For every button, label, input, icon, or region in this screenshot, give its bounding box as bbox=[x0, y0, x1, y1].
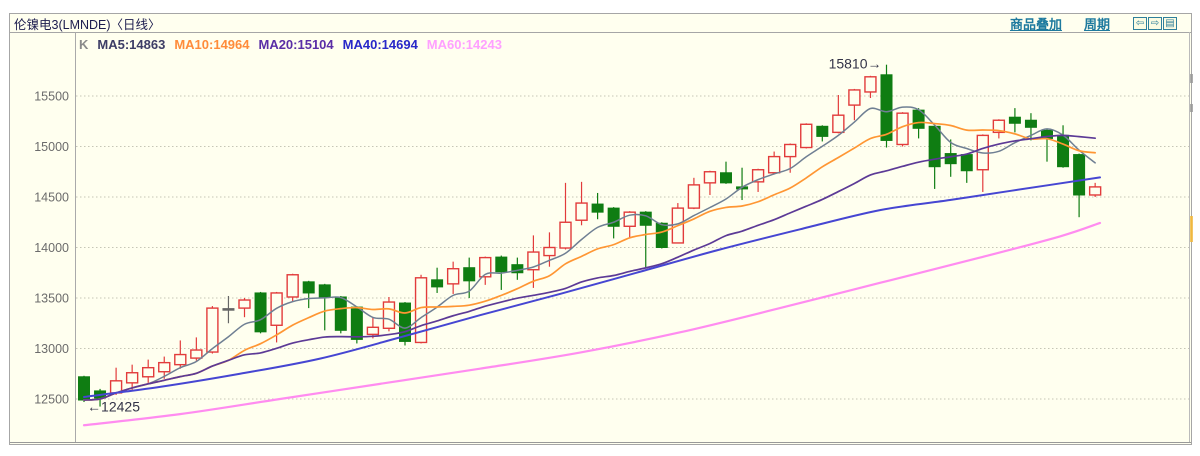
candle-body bbox=[446, 268, 460, 285]
ma-lines-layer bbox=[82, 106, 1102, 427]
legend-k: K bbox=[79, 37, 89, 52]
legend-ma5: MA5:14863 bbox=[97, 37, 166, 52]
candle-body bbox=[366, 326, 380, 336]
candle-body bbox=[816, 125, 829, 137]
candle-body bbox=[1088, 186, 1102, 196]
candle-body bbox=[238, 299, 251, 309]
chart-title: 伦镍电3(LMNDE)〈日线〉 bbox=[14, 17, 161, 32]
price-annotation: ←12425 bbox=[87, 399, 140, 415]
legend-ma10: MA10:14964 bbox=[174, 37, 250, 52]
price-annotation: 15810→ bbox=[829, 56, 882, 72]
ma-line-ma20 bbox=[83, 134, 1096, 401]
ma-line-ma10 bbox=[83, 121, 1096, 401]
candle-body bbox=[864, 76, 877, 93]
y-axis-labels: 15500 15000 14500 14000 13500 13000 12500 bbox=[34, 90, 69, 407]
candle-body bbox=[832, 114, 845, 134]
candle-body bbox=[125, 372, 139, 384]
plot-frame bbox=[10, 32, 1193, 443]
titlebar-toolbar: 商品叠加 周期 ⇦ ⇨ ▤ bbox=[1010, 14, 1177, 33]
candle-body bbox=[479, 256, 492, 278]
chart-window: 伦镍电3(LMNDE)〈日线〉 商品叠加 周期 ⇦ ⇨ ▤ bbox=[9, 13, 1192, 445]
candle-body bbox=[687, 184, 701, 209]
candle-body bbox=[784, 143, 797, 158]
candle-body bbox=[992, 119, 1006, 134]
candle-body bbox=[800, 123, 813, 149]
candle-body bbox=[1057, 134, 1070, 168]
candle-body bbox=[302, 281, 315, 294]
candle-body bbox=[623, 211, 636, 227]
ma-line-ma5 bbox=[83, 106, 1096, 401]
svg-text:13500: 13500 bbox=[34, 292, 69, 306]
candle-body bbox=[767, 155, 781, 174]
ma-line-ma60 bbox=[82, 221, 1102, 427]
commodity-overlay-link[interactable]: 商品叠加 bbox=[1009, 16, 1062, 32]
scale-marker bbox=[1190, 216, 1193, 242]
candle-body bbox=[880, 74, 893, 141]
candle-body bbox=[286, 274, 299, 298]
candle-body bbox=[591, 203, 604, 213]
candle-body bbox=[206, 307, 219, 353]
period-link[interactable]: 周期 bbox=[1083, 16, 1110, 32]
candle-body bbox=[703, 171, 717, 184]
candle-body bbox=[607, 207, 620, 227]
candle-body bbox=[575, 202, 588, 221]
candle-body bbox=[848, 89, 861, 106]
candles-layer bbox=[78, 64, 1102, 407]
svg-text:13000: 13000 bbox=[34, 342, 69, 356]
layout-icon[interactable]: ▤ bbox=[1163, 16, 1177, 30]
candle-body bbox=[639, 211, 652, 226]
candle-body bbox=[1024, 119, 1037, 128]
candle-body bbox=[1008, 116, 1021, 124]
candle-body bbox=[928, 125, 941, 168]
scroll-left-icon[interactable]: ⇦ bbox=[1133, 16, 1147, 30]
candle-body bbox=[960, 154, 973, 172]
legend-ma40: MA40:14694 bbox=[342, 37, 418, 52]
candle-body bbox=[174, 353, 187, 366]
candle-body bbox=[944, 153, 957, 165]
candle-body bbox=[382, 301, 396, 330]
candle-body bbox=[158, 361, 171, 373]
svg-text:14000: 14000 bbox=[34, 241, 69, 255]
scale-marker bbox=[1190, 74, 1193, 83]
ma-legend: K MA5:14863 MA10:14964 MA20:15104 MA40:14694… bbox=[79, 37, 511, 52]
scroll-right-icon[interactable]: ⇨ bbox=[1148, 16, 1162, 30]
legend-ma20: MA20:15104 bbox=[258, 37, 334, 52]
candle-body bbox=[543, 246, 556, 257]
candle-body bbox=[1073, 154, 1086, 196]
candle-body bbox=[318, 284, 331, 298]
candle-body bbox=[254, 292, 267, 333]
svg-text:14500: 14500 bbox=[34, 191, 69, 205]
candle-body bbox=[559, 221, 572, 249]
candle-body bbox=[222, 308, 235, 311]
gridlines bbox=[76, 95, 1189, 400]
scale-marker bbox=[1190, 104, 1193, 112]
candle-body bbox=[655, 222, 668, 248]
svg-text:15000: 15000 bbox=[34, 140, 69, 154]
candle-body bbox=[141, 366, 155, 378]
candle-body bbox=[399, 302, 411, 342]
candle-body bbox=[495, 256, 508, 273]
candle-body bbox=[350, 306, 363, 340]
candle-body bbox=[751, 169, 765, 183]
titlebar: 伦镍电3(LMNDE)〈日线〉 商品叠加 周期 ⇦ ⇨ ▤ bbox=[10, 14, 1191, 33]
ma-line-ma40 bbox=[83, 176, 1101, 398]
candle-body bbox=[334, 296, 347, 331]
candle-body bbox=[190, 349, 203, 359]
svg-text:15500: 15500 bbox=[34, 90, 69, 104]
candle-body bbox=[431, 279, 444, 288]
candle-body bbox=[720, 172, 732, 184]
annotations-layer: ←12425 15810→ bbox=[87, 56, 881, 415]
legend-ma60: MA60:14243 bbox=[426, 37, 502, 52]
candle-body bbox=[463, 267, 476, 282]
svg-text:12500: 12500 bbox=[34, 393, 69, 407]
candle-body bbox=[527, 251, 540, 271]
